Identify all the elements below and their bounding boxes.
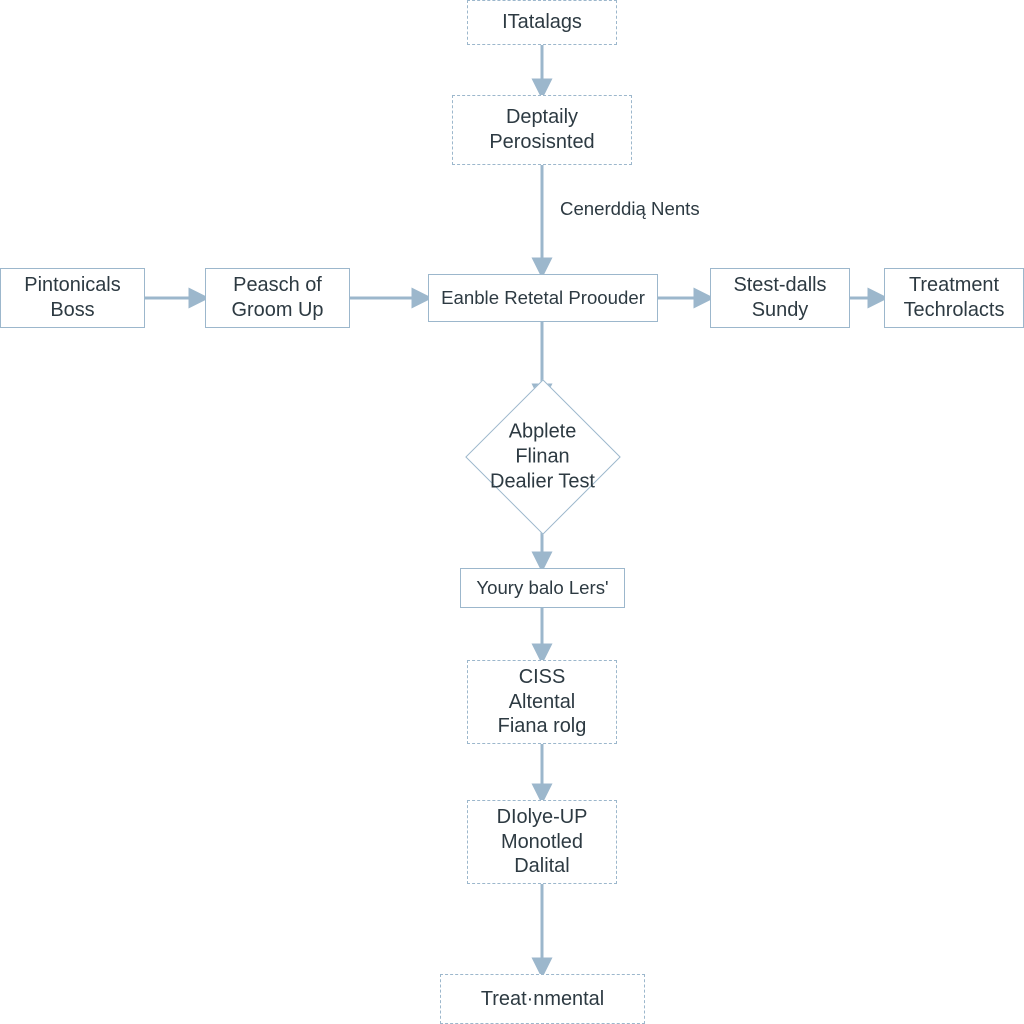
node-label: ITatalags [496,6,588,39]
node-label: Eanble Retetal Proouder [435,282,651,313]
node-label: Peasch of Groom Up [226,269,330,327]
flowchart-node-n6: Stest-dalls Sundy [710,268,850,328]
node-label: Abplete Flinan Dealier Test [489,420,597,495]
flowchart-node-n9: Youry balo Lers' [460,568,625,608]
flowchart-node-n1: ITatalags [467,0,617,45]
node-label: Youry balo Lers' [470,572,614,603]
flowchart-canvas: ITatalags Deptaily Perosisnted Pintonicals… [0,0,1024,1024]
flowchart-node-n7: Treatment Techrolacts [884,268,1024,328]
flowchart-node-n4: Peasch of Groom Up [205,268,350,328]
node-label: Pintonicals Boss [18,269,126,327]
node-label: Deptaily Perosisnted [483,101,600,159]
flowchart-node-n5: Eanble Retetal Proouder [428,274,658,322]
flowchart-node-n11: DIolye-UP Monotled Dalital [467,800,617,884]
node-label: Treatment Techrolacts [898,269,1011,327]
node-label: DIolye-UP Monotled Dalital [491,801,594,884]
flowchart-node-n10: CISS Altental Fiana rolg [467,660,617,744]
flowchart-node-n12: Treat·nmental [440,974,645,1024]
node-label: Stest-dalls Sundy [727,269,832,327]
edge-label: Cenerddią Nents [560,198,700,220]
flowchart-node-n2: Deptaily Perosisnted [452,95,632,165]
flowchart-node-n8: Abplete Flinan Dealier Test [435,398,650,516]
flowchart-node-n3: Pintonicals Boss [0,268,145,328]
node-label: CISS Altental Fiana rolg [492,661,593,744]
node-label: Treat·nmental [475,983,610,1016]
